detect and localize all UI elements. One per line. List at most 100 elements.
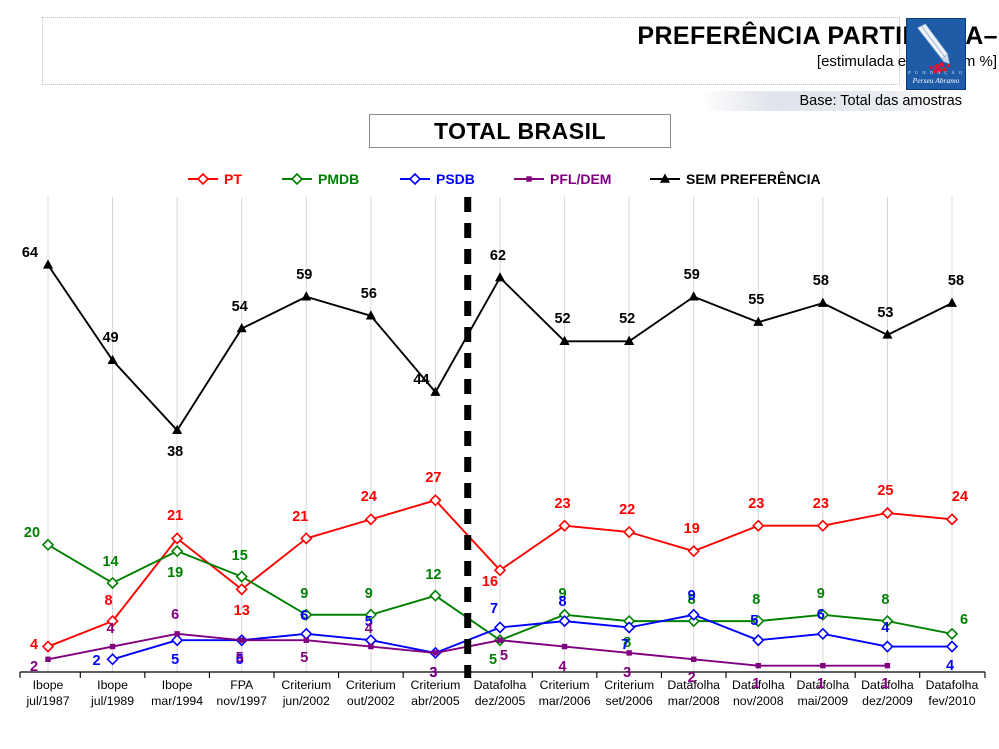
x-axis-label-line: Datafolha [667,678,721,692]
legend-marker-icon [648,172,682,186]
data-point-marker [816,519,829,532]
base-note-background [700,91,964,111]
header-frame [42,17,900,85]
data-point-marker [364,608,377,621]
x-axis-labels: Ibope jul/1987 Ibope jul/1989 Ibope mar/1994 F… [0,678,999,724]
x-axis-label-line: nov/1997 [216,693,267,708]
data-point-marker [235,583,248,596]
data-point-marker [171,545,184,558]
data-point-marker [106,653,119,666]
data-point-marker [559,335,570,345]
data-point-marker [106,614,119,628]
x-axis-label-line: dez/2009 [862,693,913,708]
legend-label: PFL/DEM [550,171,612,187]
data-point-marker [945,640,959,653]
data-point-marker [300,608,313,621]
data-point-marker [196,172,210,186]
x-axis-label-line: Ibope [32,678,64,692]
data-point-marker [172,424,183,435]
x-axis-label-line: jul/1987 [26,693,70,708]
x-axis-label-line: Datafolha [861,678,914,692]
x-axis-label-line: Datafolha [925,678,979,692]
region-title: TOTAL BRASIL [433,117,607,144]
x-axis-label-line: out/2002 [346,693,395,708]
chart-legend: PT PMDB PSDB PFL/DEM SEM PREFERÊNCIA [186,168,836,190]
data-point-marker [882,329,893,339]
data-point-marker [45,656,51,662]
data-point-marker [429,494,442,507]
data-point-marker [623,621,636,634]
data-point-marker [816,627,829,640]
data-point-marker [429,589,442,602]
x-axis-label-line: Datafolha [796,678,850,692]
x-axis-label: Ibope jul/1989 [70,678,156,709]
data-point-marker [365,310,376,320]
legend-item-pfl-dem[interactable]: PFL/DEM [512,168,611,190]
data-point-marker [817,297,828,307]
data-point-marker [430,386,441,396]
data-point-marker [946,297,958,307]
data-point-marker [691,656,697,662]
data-point-marker [687,608,700,621]
data-point-marker [659,173,671,183]
data-point-marker [301,291,312,301]
data-point-marker [688,291,699,301]
data-point-marker [364,634,377,647]
chart-plot-area [0,196,999,678]
data-point-marker [561,643,568,650]
legend-item-pmdb[interactable]: PMDB [280,168,359,190]
x-axis-label-line: dez/2005 [474,693,526,708]
data-point-marker [432,650,439,656]
legend-label: PSDB [436,171,475,187]
data-point-marker [408,172,422,186]
legend-item-psdb[interactable]: PSDB [398,168,475,190]
x-axis-label: Ibope jul/1987 [5,678,91,709]
data-point-marker [753,316,764,326]
data-point-marker [171,634,184,647]
data-point-marker [558,614,571,628]
data-point-marker [368,643,374,650]
x-axis-label: Datafolha mai/2009 [780,678,866,709]
fundacao-perseu-abramo-logo: F U N D A Ç Ã O Perseu Abramo [906,18,966,90]
series-line-psdb [112,613,952,661]
data-point-marker [364,513,377,526]
data-point-marker [109,643,116,650]
legend-item-pt[interactable]: PT [186,168,242,190]
x-axis-label: Criterium mar/2006 [522,678,608,709]
legend-marker-icon [512,172,546,186]
x-axis-label-line: Criterium [281,678,332,692]
chart-canvas [19,197,986,678]
x-axis-label: Datafolha fev/2010 [909,678,995,709]
x-axis-label: Criterium set/2006 [586,678,672,709]
data-point-marker [41,640,55,653]
data-point-marker [493,564,507,577]
x-axis-label-line: Criterium [604,678,655,692]
x-axis-label-line: FPA [230,678,254,692]
data-point-marker [623,525,636,539]
data-point-marker [687,545,700,558]
data-point-marker [626,650,632,656]
x-axis-label-line: Criterium [539,678,590,692]
data-point-marker [494,272,506,282]
data-point-marker [107,354,118,365]
data-point-marker [624,335,635,345]
x-axis-label-line: mar/1994 [151,693,204,708]
data-point-marker [106,576,119,590]
pen-nib-icon [917,23,951,74]
logo-brand-bottom: Perseu Abramo [912,76,960,85]
data-point-marker [945,513,959,526]
x-axis-label: FPA nov/1997 [199,678,285,709]
x-axis-label: Ibope mar/1994 [134,678,220,709]
data-point-marker [236,323,247,333]
x-axis-label-line: mai/2009 [797,693,849,708]
data-point-marker [881,614,894,628]
data-point-marker [526,176,532,182]
x-axis-label-line: Datafolha [473,678,527,692]
x-axis-label: Criterium abr/2005 [392,678,478,709]
x-axis-label-line: Criterium [410,678,461,692]
data-point-marker [755,662,761,669]
legend-item-sem-prefer-ncia[interactable]: SEM PREFERÊNCIA [648,168,821,190]
data-point-marker [300,532,313,545]
x-axis-label: Criterium out/2002 [328,678,414,709]
x-axis-label-line: abr/2005 [411,693,460,708]
